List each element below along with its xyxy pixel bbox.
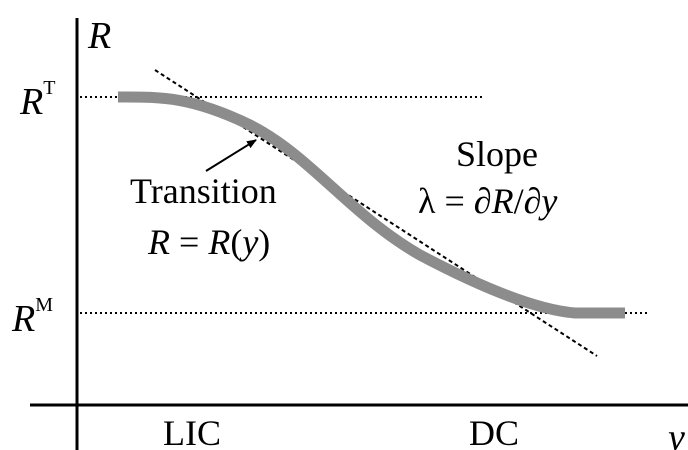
x-axis-label: y bbox=[664, 417, 685, 450]
y-axis-label: R bbox=[87, 15, 111, 57]
dc-label: DC bbox=[469, 413, 519, 450]
rt-label: RT bbox=[19, 77, 55, 123]
slope-title: Slope bbox=[456, 134, 538, 174]
transition-formula: R = R(y) bbox=[147, 222, 270, 262]
transition-title: Transition bbox=[130, 171, 277, 211]
transition-curve bbox=[117, 91, 625, 319]
transition-arrow bbox=[205, 139, 257, 172]
rm-label: RM bbox=[11, 294, 53, 340]
slope-formula: λ = ∂R/∂y bbox=[418, 181, 557, 221]
lic-label: LIC bbox=[163, 413, 221, 450]
